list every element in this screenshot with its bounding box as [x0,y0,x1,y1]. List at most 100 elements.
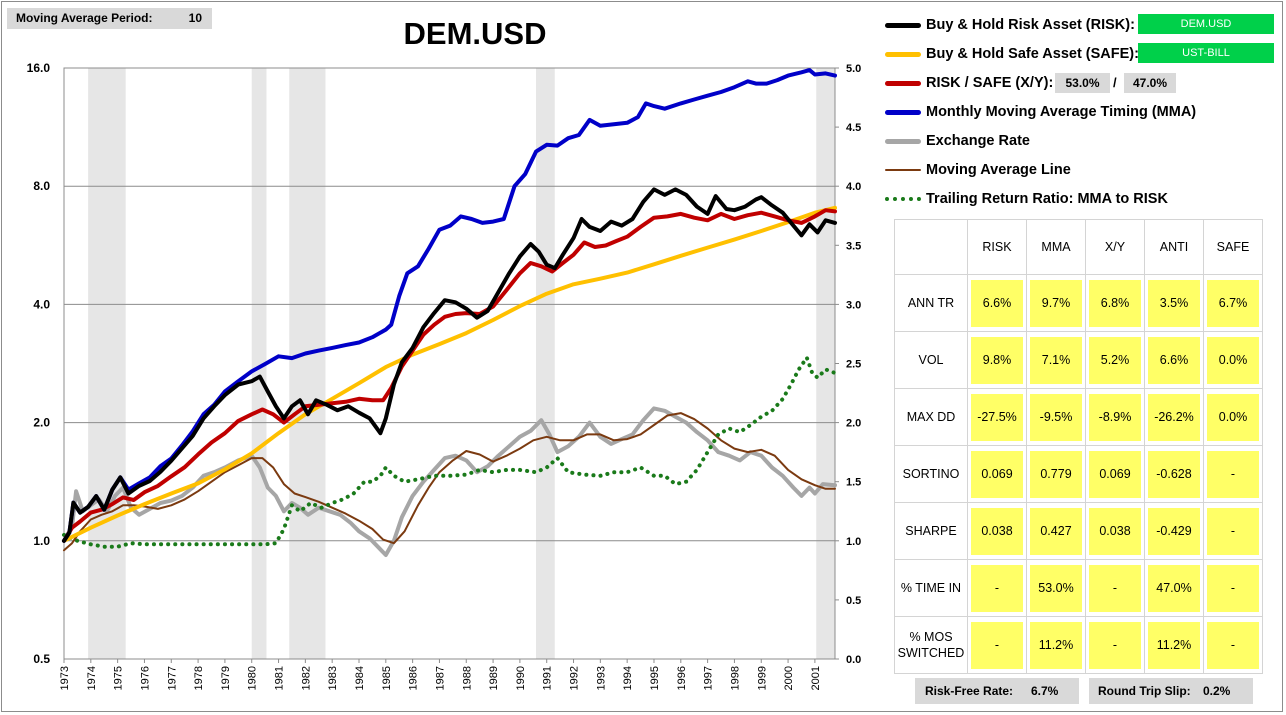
stats-cell-container: - [1085,616,1145,674]
series-line-moving-average-line [63,412,836,552]
stats-cell: 0.779 [1030,450,1082,498]
stats-cell: - [1089,621,1141,669]
stats-cell-container: 9.8% [967,331,1027,389]
y-tick-label: 4.0 [33,297,50,311]
x-tick-label: 1979 [220,666,232,690]
x-tick-label: 1973 [59,666,71,690]
rf-label: Risk-Free Rate: [925,684,1014,698]
stats-row: SHARPE 0.038 0.427 0.038 -0.429- [894,502,1263,560]
x-tick-label: 1976 [139,666,151,690]
y2-tick-label: 3.0 [846,299,861,311]
stats-cell-container: - [967,616,1027,674]
stats-cell: 0.427 [1030,507,1082,555]
fx-swatch [885,138,921,144]
chart-title: DEM.USD [403,16,547,51]
stats-row: SORTINO 0.069 0.779 0.069 -0.628- [894,445,1263,503]
x-tick-label: 1989 [488,666,500,690]
stats-row: VOL 9.8% 7.1% 5.2% 6.6% 0.0% [894,331,1263,389]
legend-xy-label: RISK / SAFE (X/Y): [926,75,1054,91]
y2-tick-label: 4.5 [846,122,861,134]
legend-mma: Monthly Moving Average Timing (MMA) [885,101,1196,123]
stats-row-label: SHARPE [894,502,968,560]
xy-safe-pct: 47.0% [1124,73,1176,93]
stats-cell: 6.7% [1207,279,1259,327]
ratio-swatch [885,197,921,201]
stats-cell: 53.0% [1030,564,1082,612]
x-tick-label: 1985 [381,666,393,690]
stats-row: % MOS SWITCHED -11.2% -11.2% - [894,616,1263,674]
rf-value: 6.7% [1031,684,1059,698]
xy-risk-pct: 53.0% [1055,73,1110,93]
stats-cell: 6.8% [1089,279,1141,327]
y2-tick-label: 2.5 [846,359,861,371]
stats-cell-container: 6.6% [1144,331,1204,389]
y2-tick-label: 2.0 [846,418,861,430]
series-line-exchange-rate [62,406,837,557]
stats-cell-container: - [1203,502,1263,560]
shaded-period [251,68,267,659]
stats-cell-container: 47.0% [1144,559,1204,617]
stats-cell: 11.2% [1030,621,1082,669]
stats-cell-container: -0.628 [1144,445,1204,503]
risk-asset-box: DEM.USD [1138,14,1274,34]
y2-tick-label: 0.5 [846,595,861,607]
ma-swatch [885,169,921,171]
stats-cell: -26.2% [1148,393,1200,441]
stats-cell-container: 0.038 [967,502,1027,560]
stats-row-label: MAX DD [894,388,968,446]
stats-cell: - [971,564,1023,612]
shaded-period [289,68,326,659]
legend-fx-label: Exchange Rate [926,133,1030,149]
stats-cell-container: 0.0% [1203,388,1263,446]
moving-average-period-box: Moving Average Period: 10 [7,8,212,29]
x-tick-label: 1987 [434,666,446,690]
stats-cell-container: 11.2% [1144,616,1204,674]
risk-free-rate-box: Risk-Free Rate: 6.7% [915,678,1079,704]
period-value: 10 [188,11,202,25]
col-risk: RISK [967,219,1027,275]
risk-swatch [885,22,921,28]
x-tick-label: 1983 [327,666,339,690]
stats-cell-container: 0.0% [1203,331,1263,389]
legend-ratio: Trailing Return Ratio: MMA to RISK [885,188,1168,210]
x-tick-label: 1978 [193,666,205,690]
mma-swatch [885,109,921,115]
shaded-period [535,68,555,659]
stats-cell-container: 6.8% [1085,274,1145,332]
stats-cell: 6.6% [971,279,1023,327]
y-tick-label: 2.0 [33,416,50,430]
stats-cell-container: - [1203,559,1263,617]
stats-cell: -0.429 [1148,507,1200,555]
stats-cell: 3.5% [1148,279,1200,327]
stats-cell-container: 0.779 [1026,445,1086,503]
stats-row-label: ANN TR [894,274,968,332]
stats-cell-container: -9.5% [1026,388,1086,446]
legend-xy: RISK / SAFE (X/Y): [885,72,1053,94]
y2-tick-label: 0.0 [846,654,861,666]
stats-cell-container: -8.9% [1085,388,1145,446]
y2-tick-label: 5.0 [846,63,861,75]
stats-row-label: VOL [894,331,968,389]
y-tick-label: 16.0 [27,61,51,75]
x-tick-label: 2000 [783,666,795,690]
y2-tick-label: 4.0 [846,181,861,193]
stats-cell: 0.069 [971,450,1023,498]
stats-cell: -8.9% [1089,393,1141,441]
x-tick-label: 1993 [595,666,607,690]
stats-cell: - [971,621,1023,669]
stats-cell: 7.1% [1030,336,1082,384]
stats-cell: 0.038 [971,507,1023,555]
stats-row-label: SORTINO [894,445,968,503]
stats-cell-container: 11.2% [1026,616,1086,674]
stats-cell: -9.5% [1030,393,1082,441]
legend-risk-label: Buy & Hold Risk Asset (RISK): [926,17,1135,33]
x-tick-label: 1994 [622,666,634,690]
series-line-buy-hold-risk-asset-risk [62,187,837,543]
x-tick-label: 1998 [729,666,741,690]
stats-cell-container: 5.2% [1085,331,1145,389]
stats-cell-container: 0.069 [967,445,1027,503]
legend-safe-label: Buy & Hold Safe Asset (SAFE): [926,46,1139,62]
stats-cell-container: 0.038 [1085,502,1145,560]
stats-cell: 5.2% [1089,336,1141,384]
